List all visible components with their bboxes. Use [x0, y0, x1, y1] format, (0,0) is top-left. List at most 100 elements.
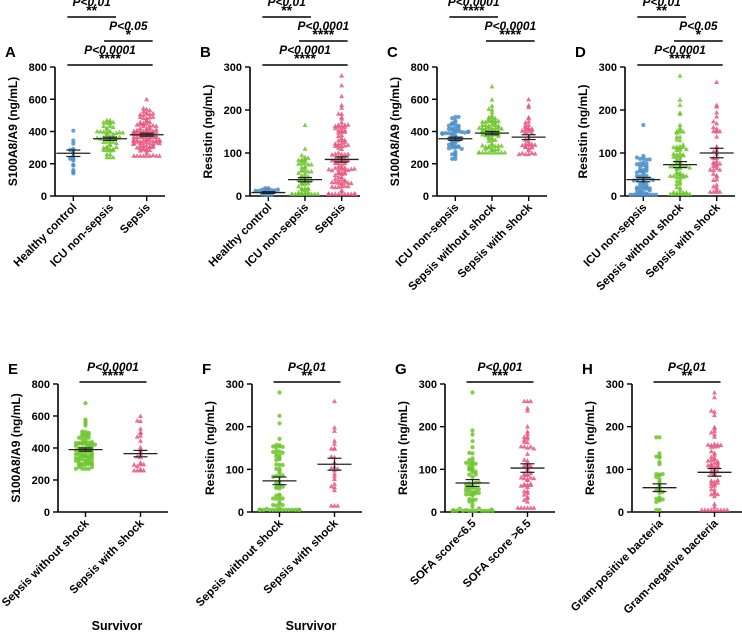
data-point	[529, 130, 535, 136]
data-point	[708, 478, 714, 483]
data-point	[101, 123, 107, 129]
data-point	[502, 149, 508, 155]
data-point	[342, 170, 348, 176]
y-tick-label: 600	[411, 94, 429, 106]
p-value-label: P<0.0001	[484, 19, 536, 33]
data-point	[467, 508, 472, 513]
x-tick-label: Healthy control	[12, 202, 80, 270]
data-point	[486, 106, 492, 111]
data-point	[274, 462, 279, 467]
data-point	[677, 190, 683, 195]
data-point	[150, 122, 156, 128]
data-point	[138, 413, 143, 418]
data-point	[518, 505, 524, 510]
panel-letter: A	[5, 44, 16, 61]
data-point	[708, 480, 714, 486]
data-point	[150, 128, 156, 133]
data-point	[708, 448, 714, 454]
data-point	[290, 507, 295, 512]
data-point	[476, 490, 481, 495]
data-point	[326, 166, 332, 172]
data-point	[654, 454, 659, 459]
data-point	[134, 145, 140, 150]
data-point	[528, 475, 534, 480]
data-point	[299, 190, 305, 195]
x-tick-label: Sepsis	[313, 202, 348, 237]
data-point	[299, 164, 305, 170]
data-point	[296, 183, 302, 189]
y-tick-label: 0	[236, 191, 242, 203]
data-point	[628, 192, 633, 197]
x-tick-label: Gram-positive bacteria	[569, 517, 666, 614]
data-point	[271, 502, 276, 508]
data-point	[456, 144, 461, 150]
y-tick-label: 200	[32, 475, 50, 487]
significance-stars: ****	[499, 26, 521, 42]
data-point	[107, 123, 113, 129]
data-point	[134, 467, 140, 473]
data-point	[89, 460, 94, 465]
data-point	[308, 162, 314, 167]
data-point	[89, 441, 94, 446]
data-point	[110, 154, 116, 160]
data-point	[489, 112, 495, 118]
x-tick-label: ICU non-sepsis	[394, 202, 462, 270]
data-point	[467, 450, 472, 455]
data-point	[525, 451, 530, 456]
data-point	[339, 116, 345, 121]
data-point	[712, 441, 717, 446]
data-point	[332, 503, 337, 508]
data-point	[315, 191, 321, 196]
data-point	[526, 96, 532, 102]
data-point	[654, 499, 659, 505]
data-point	[299, 172, 305, 178]
data-point	[73, 466, 78, 471]
data-point	[453, 114, 458, 120]
data-point	[339, 188, 345, 194]
data-point	[131, 134, 137, 139]
data-point	[489, 117, 495, 123]
data-point	[274, 507, 279, 512]
data-point	[638, 161, 643, 166]
data-point	[296, 161, 302, 166]
data-point	[144, 96, 150, 102]
p-value-label: P<0.01	[267, 0, 306, 9]
data-point	[140, 147, 146, 152]
data-point	[462, 130, 468, 135]
y-tick-label: 400	[29, 127, 47, 139]
data-point	[280, 462, 285, 468]
data-point	[305, 186, 311, 191]
data-point	[467, 460, 472, 466]
data-point	[647, 186, 652, 191]
data-point	[335, 130, 341, 135]
data-point	[717, 189, 723, 194]
data-point	[329, 191, 335, 196]
data-point	[277, 436, 282, 441]
data-point	[73, 443, 78, 448]
data-point	[470, 508, 475, 513]
data-point	[674, 137, 680, 142]
data-point	[450, 145, 455, 150]
data-point	[634, 162, 640, 167]
data-point	[712, 501, 717, 506]
data-point	[289, 191, 295, 196]
data-point	[277, 390, 282, 395]
y-axis-label: S100A8/A9 (ng/mL)	[9, 393, 23, 502]
data-point	[345, 191, 351, 196]
data-point	[464, 486, 469, 491]
y-tick-label: 0	[44, 507, 50, 519]
data-point	[156, 153, 162, 158]
data-point	[717, 128, 723, 134]
data-point	[521, 437, 527, 442]
data-point	[710, 148, 716, 154]
data-point	[521, 497, 527, 502]
data-point	[638, 190, 643, 195]
data-point	[674, 166, 680, 172]
significance-stars: **	[302, 367, 313, 383]
x-tick-label: Sepsis with shock	[644, 201, 723, 280]
data-point	[150, 110, 156, 116]
data-point	[450, 152, 455, 157]
data-point	[83, 466, 88, 471]
data-point	[519, 142, 525, 148]
y-axis-label: Resistin (ng/mL)	[576, 84, 590, 178]
